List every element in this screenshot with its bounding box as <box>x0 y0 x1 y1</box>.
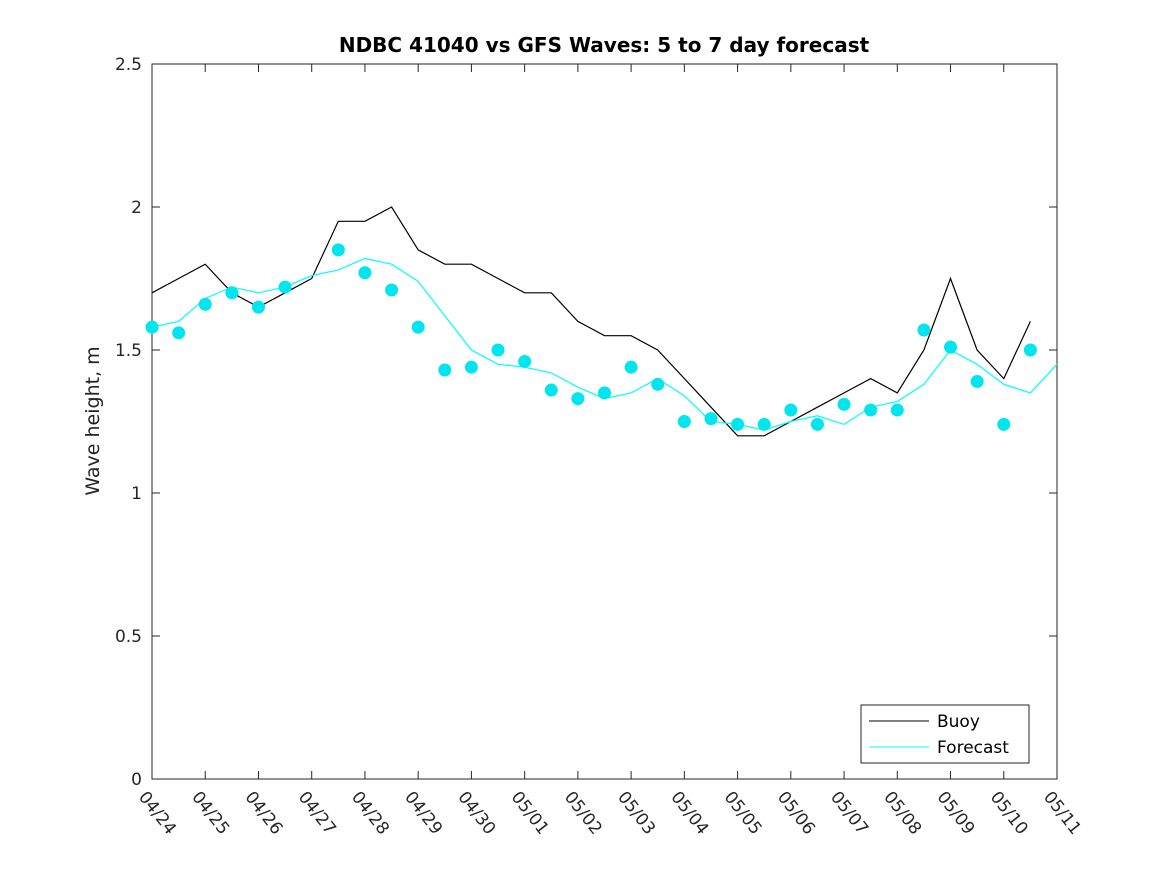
legend: Buoy Forecast <box>860 704 1030 764</box>
chart-title: NDBC 41040 vs GFS Waves: 5 to 7 day fore… <box>339 33 870 57</box>
forecast-marker <box>1023 343 1037 357</box>
forecast-marker <box>731 417 745 431</box>
legend-forecast-label: Forecast <box>937 738 1009 758</box>
forecast-marker <box>438 363 452 377</box>
forecast-marker <box>544 383 558 397</box>
legend-box <box>860 704 1030 764</box>
forecast-marker <box>890 403 904 417</box>
y-axis: 0 0.5 1 1.5 2 2.5 <box>115 55 1057 790</box>
forecast-marker <box>571 392 585 406</box>
forecast-marker <box>704 412 718 426</box>
forecast-marker <box>837 397 851 411</box>
forecast-marker <box>598 386 611 400</box>
y-tick-label: 2 <box>131 198 142 218</box>
forecast-marker <box>411 320 425 334</box>
forecast-marker <box>810 417 824 431</box>
y-axis-label: Wave height, m <box>82 346 104 495</box>
forecast-marker <box>331 243 345 257</box>
forecast-marker <box>278 280 292 294</box>
forecast-marker <box>624 360 638 374</box>
forecast-marker <box>145 320 159 334</box>
y-tick-label: 0 <box>131 770 142 790</box>
forecast-marker <box>198 297 212 311</box>
legend-buoy-label: Buoy <box>937 712 980 732</box>
forecast-marker <box>518 354 532 368</box>
forecast-marker <box>385 283 399 297</box>
y-tick-label: 2.5 <box>115 55 142 75</box>
series-layer <box>145 206 1058 437</box>
y-tick-label: 1.5 <box>115 341 142 361</box>
forecast-marker <box>784 403 798 417</box>
forecast-marker <box>864 403 878 417</box>
forecast-marker <box>997 417 1011 431</box>
forecast-marker <box>491 343 505 357</box>
forecast-marker <box>172 326 186 340</box>
forecast-marker <box>917 323 931 337</box>
y-tick-label: 1 <box>131 484 142 504</box>
forecast-marker <box>677 415 691 428</box>
buoy-line <box>151 206 1031 437</box>
forecast-marker <box>225 286 239 300</box>
forecast-marker <box>651 377 665 391</box>
forecast-marker <box>944 340 958 354</box>
forecast-marker <box>970 374 984 388</box>
forecast-marker <box>464 360 478 374</box>
plot-area <box>151 63 1058 780</box>
forecast-marker <box>757 417 771 431</box>
y-tick-label: 0.5 <box>115 627 142 647</box>
forecast-marker <box>251 300 265 314</box>
forecast-marker <box>358 266 372 280</box>
